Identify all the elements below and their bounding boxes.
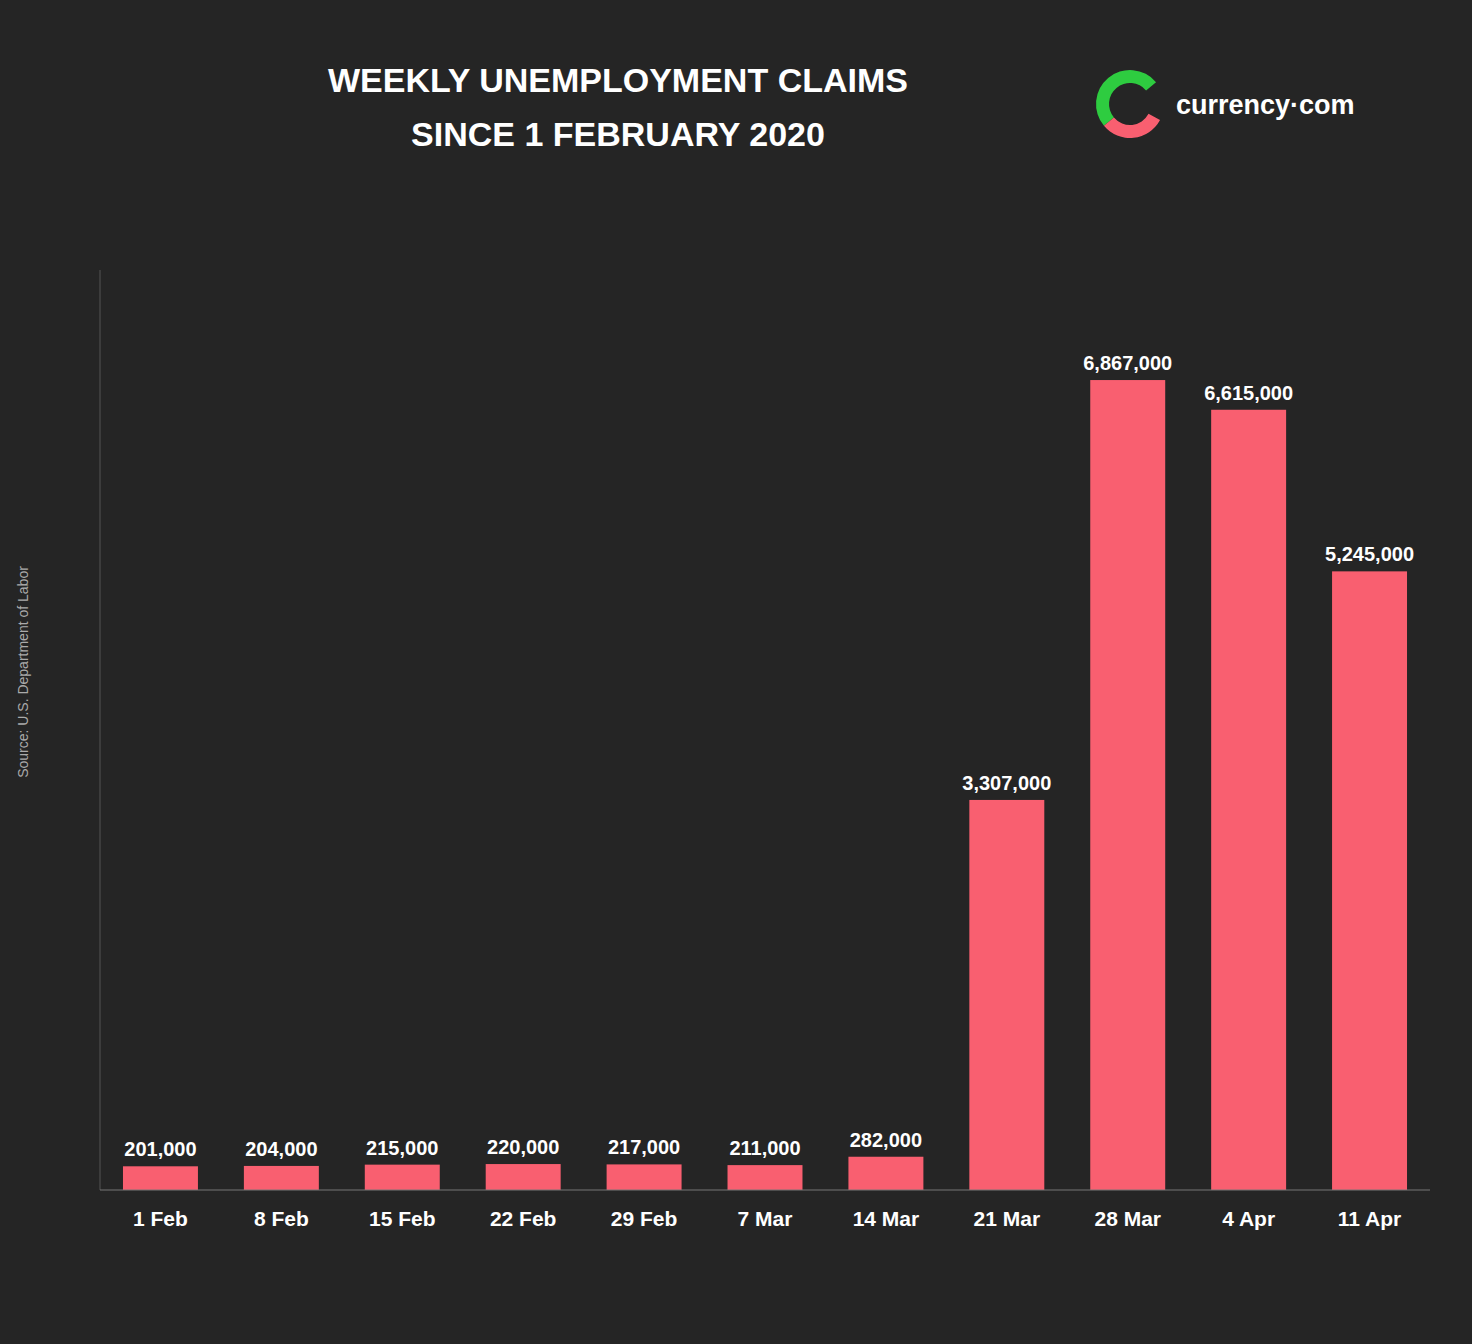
y-axis-line <box>100 270 101 1190</box>
bar <box>848 1157 923 1190</box>
data-label: 282,000 <box>850 1129 922 1151</box>
data-label: 204,000 <box>245 1138 317 1160</box>
bar <box>1211 410 1286 1190</box>
bar <box>365 1165 440 1190</box>
subtitle: SINCE 1 FEBRUARY 2020 <box>411 115 825 153</box>
bar <box>607 1164 682 1190</box>
data-label: 217,000 <box>608 1136 680 1158</box>
data-label: 3,307,000 <box>962 772 1051 794</box>
x-tick-label: 7 Mar <box>738 1207 793 1230</box>
data-label: 5,245,000 <box>1325 543 1414 565</box>
bar <box>1332 571 1407 1190</box>
data-label: 6,615,000 <box>1204 382 1293 404</box>
x-tick-label: 28 Mar <box>1094 1207 1161 1230</box>
source: Source: U.S. Department of Labor <box>15 566 31 778</box>
data-label: 215,000 <box>366 1137 438 1159</box>
bar <box>969 800 1044 1190</box>
x-tick-label: 15 Feb <box>369 1207 436 1230</box>
x-tick-label: 4 Apr <box>1222 1207 1275 1230</box>
x-tick-label: 22 Feb <box>490 1207 557 1230</box>
title: WEEKLY UNEMPLOYMENT CLAIMS <box>328 61 908 99</box>
data-label: 6,867,000 <box>1083 352 1172 374</box>
x-tick-label: 14 Mar <box>853 1207 920 1230</box>
x-tick-label: 11 Apr <box>1338 1207 1401 1230</box>
bars <box>123 380 1407 1190</box>
x-axis-line <box>100 1190 1430 1191</box>
data-label: 211,000 <box>729 1137 800 1159</box>
chart: 201,000 204,000 215,000 220,000 217,000 211,0… <box>0 0 1472 1344</box>
bar <box>123 1166 198 1190</box>
data-label: 220,000 <box>487 1136 559 1158</box>
bar <box>1090 380 1165 1190</box>
x-tick-label: 29 Feb <box>611 1207 678 1230</box>
bar <box>244 1166 319 1190</box>
x-tick-label: 21 Mar <box>974 1207 1041 1230</box>
bar <box>728 1165 803 1190</box>
x-tick-label: 8 Feb <box>254 1207 309 1230</box>
data-label: 201,000 <box>124 1138 196 1160</box>
logo-text: currency·com <box>1176 90 1355 120</box>
bar <box>486 1164 561 1190</box>
x-tick-label: 1 Feb <box>133 1207 188 1230</box>
background <box>0 0 1472 1344</box>
logo-arc-red <box>1104 114 1160 138</box>
